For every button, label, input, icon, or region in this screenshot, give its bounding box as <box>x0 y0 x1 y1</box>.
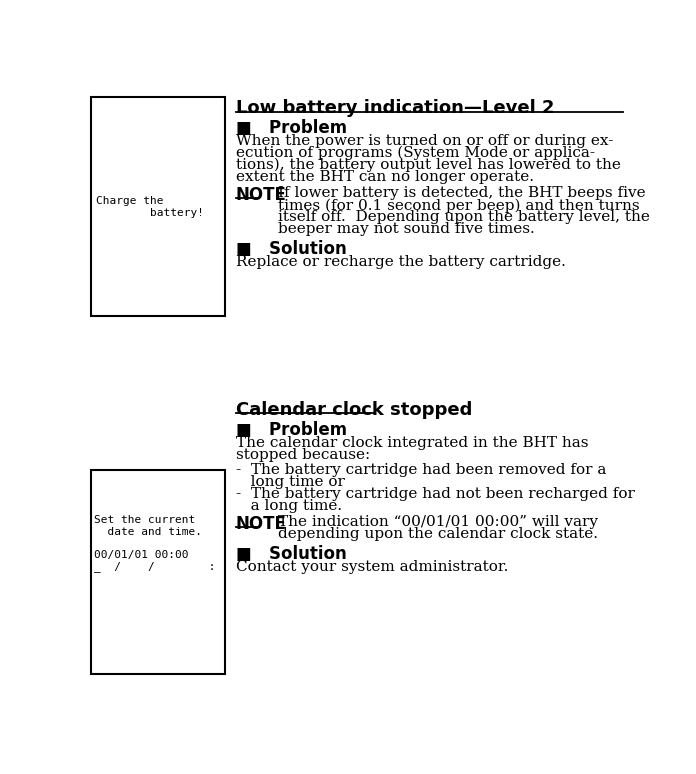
Text: ■   Solution: ■ Solution <box>236 545 347 563</box>
Text: ■   Problem: ■ Problem <box>236 119 347 137</box>
Text: long time or: long time or <box>236 474 345 488</box>
Text: tions), the battery output level has lowered to the: tions), the battery output level has low… <box>236 158 621 173</box>
Text: Calendar clock stopped: Calendar clock stopped <box>236 401 472 419</box>
Text: -  The battery cartridge had not been recharged for: - The battery cartridge had not been rec… <box>236 487 635 501</box>
Text: ■   Problem: ■ Problem <box>236 421 347 439</box>
Text: times (for 0.1 second per beep) and then turns: times (for 0.1 second per beep) and then… <box>278 198 640 213</box>
Text: date and time.: date and time. <box>94 526 202 536</box>
Text: stopped because:: stopped because: <box>236 448 370 462</box>
Text: Replace or recharge the battery cartridge.: Replace or recharge the battery cartridg… <box>236 255 566 269</box>
Text: _  /    /        :: _ / / : <box>94 561 216 572</box>
Text: extent the BHT can no longer operate.: extent the BHT can no longer operate. <box>236 170 534 184</box>
Text: If lower battery is detected, the BHT beeps five: If lower battery is detected, the BHT be… <box>278 187 646 200</box>
Text: NOTE: NOTE <box>236 515 287 533</box>
Text: 00/01/01 00:00: 00/01/01 00:00 <box>94 550 189 560</box>
Text: The indication “00/01/01 00:00” will vary: The indication “00/01/01 00:00” will var… <box>278 515 599 529</box>
Text: battery!: battery! <box>95 208 203 218</box>
Text: -  The battery cartridge had been removed for a: - The battery cartridge had been removed… <box>236 463 606 477</box>
Text: Low battery indication—Level 2: Low battery indication—Level 2 <box>236 99 554 117</box>
Text: NOTE: NOTE <box>236 187 287 204</box>
Text: ■   Solution: ■ Solution <box>236 240 347 259</box>
Text: itself off.  Depending upon the battery level, the: itself off. Depending upon the battery l… <box>278 211 650 224</box>
Text: depending upon the calendar clock state.: depending upon the calendar clock state. <box>278 527 599 541</box>
Text: Set the current: Set the current <box>94 515 195 525</box>
Text: Contact your system administrator.: Contact your system administrator. <box>236 560 508 574</box>
Bar <box>91 97 225 317</box>
Bar <box>91 470 225 674</box>
Text: a long time.: a long time. <box>236 498 342 512</box>
Text: ecution of programs (System Mode or applica-: ecution of programs (System Mode or appl… <box>236 146 595 160</box>
Text: The calendar clock integrated in the BHT has: The calendar clock integrated in the BHT… <box>236 436 588 450</box>
Text: beeper may not sound five times.: beeper may not sound five times. <box>278 222 535 236</box>
Text: Charge the: Charge the <box>95 196 163 206</box>
Text: When the power is turned on or off or during ex-: When the power is turned on or off or du… <box>236 134 613 148</box>
